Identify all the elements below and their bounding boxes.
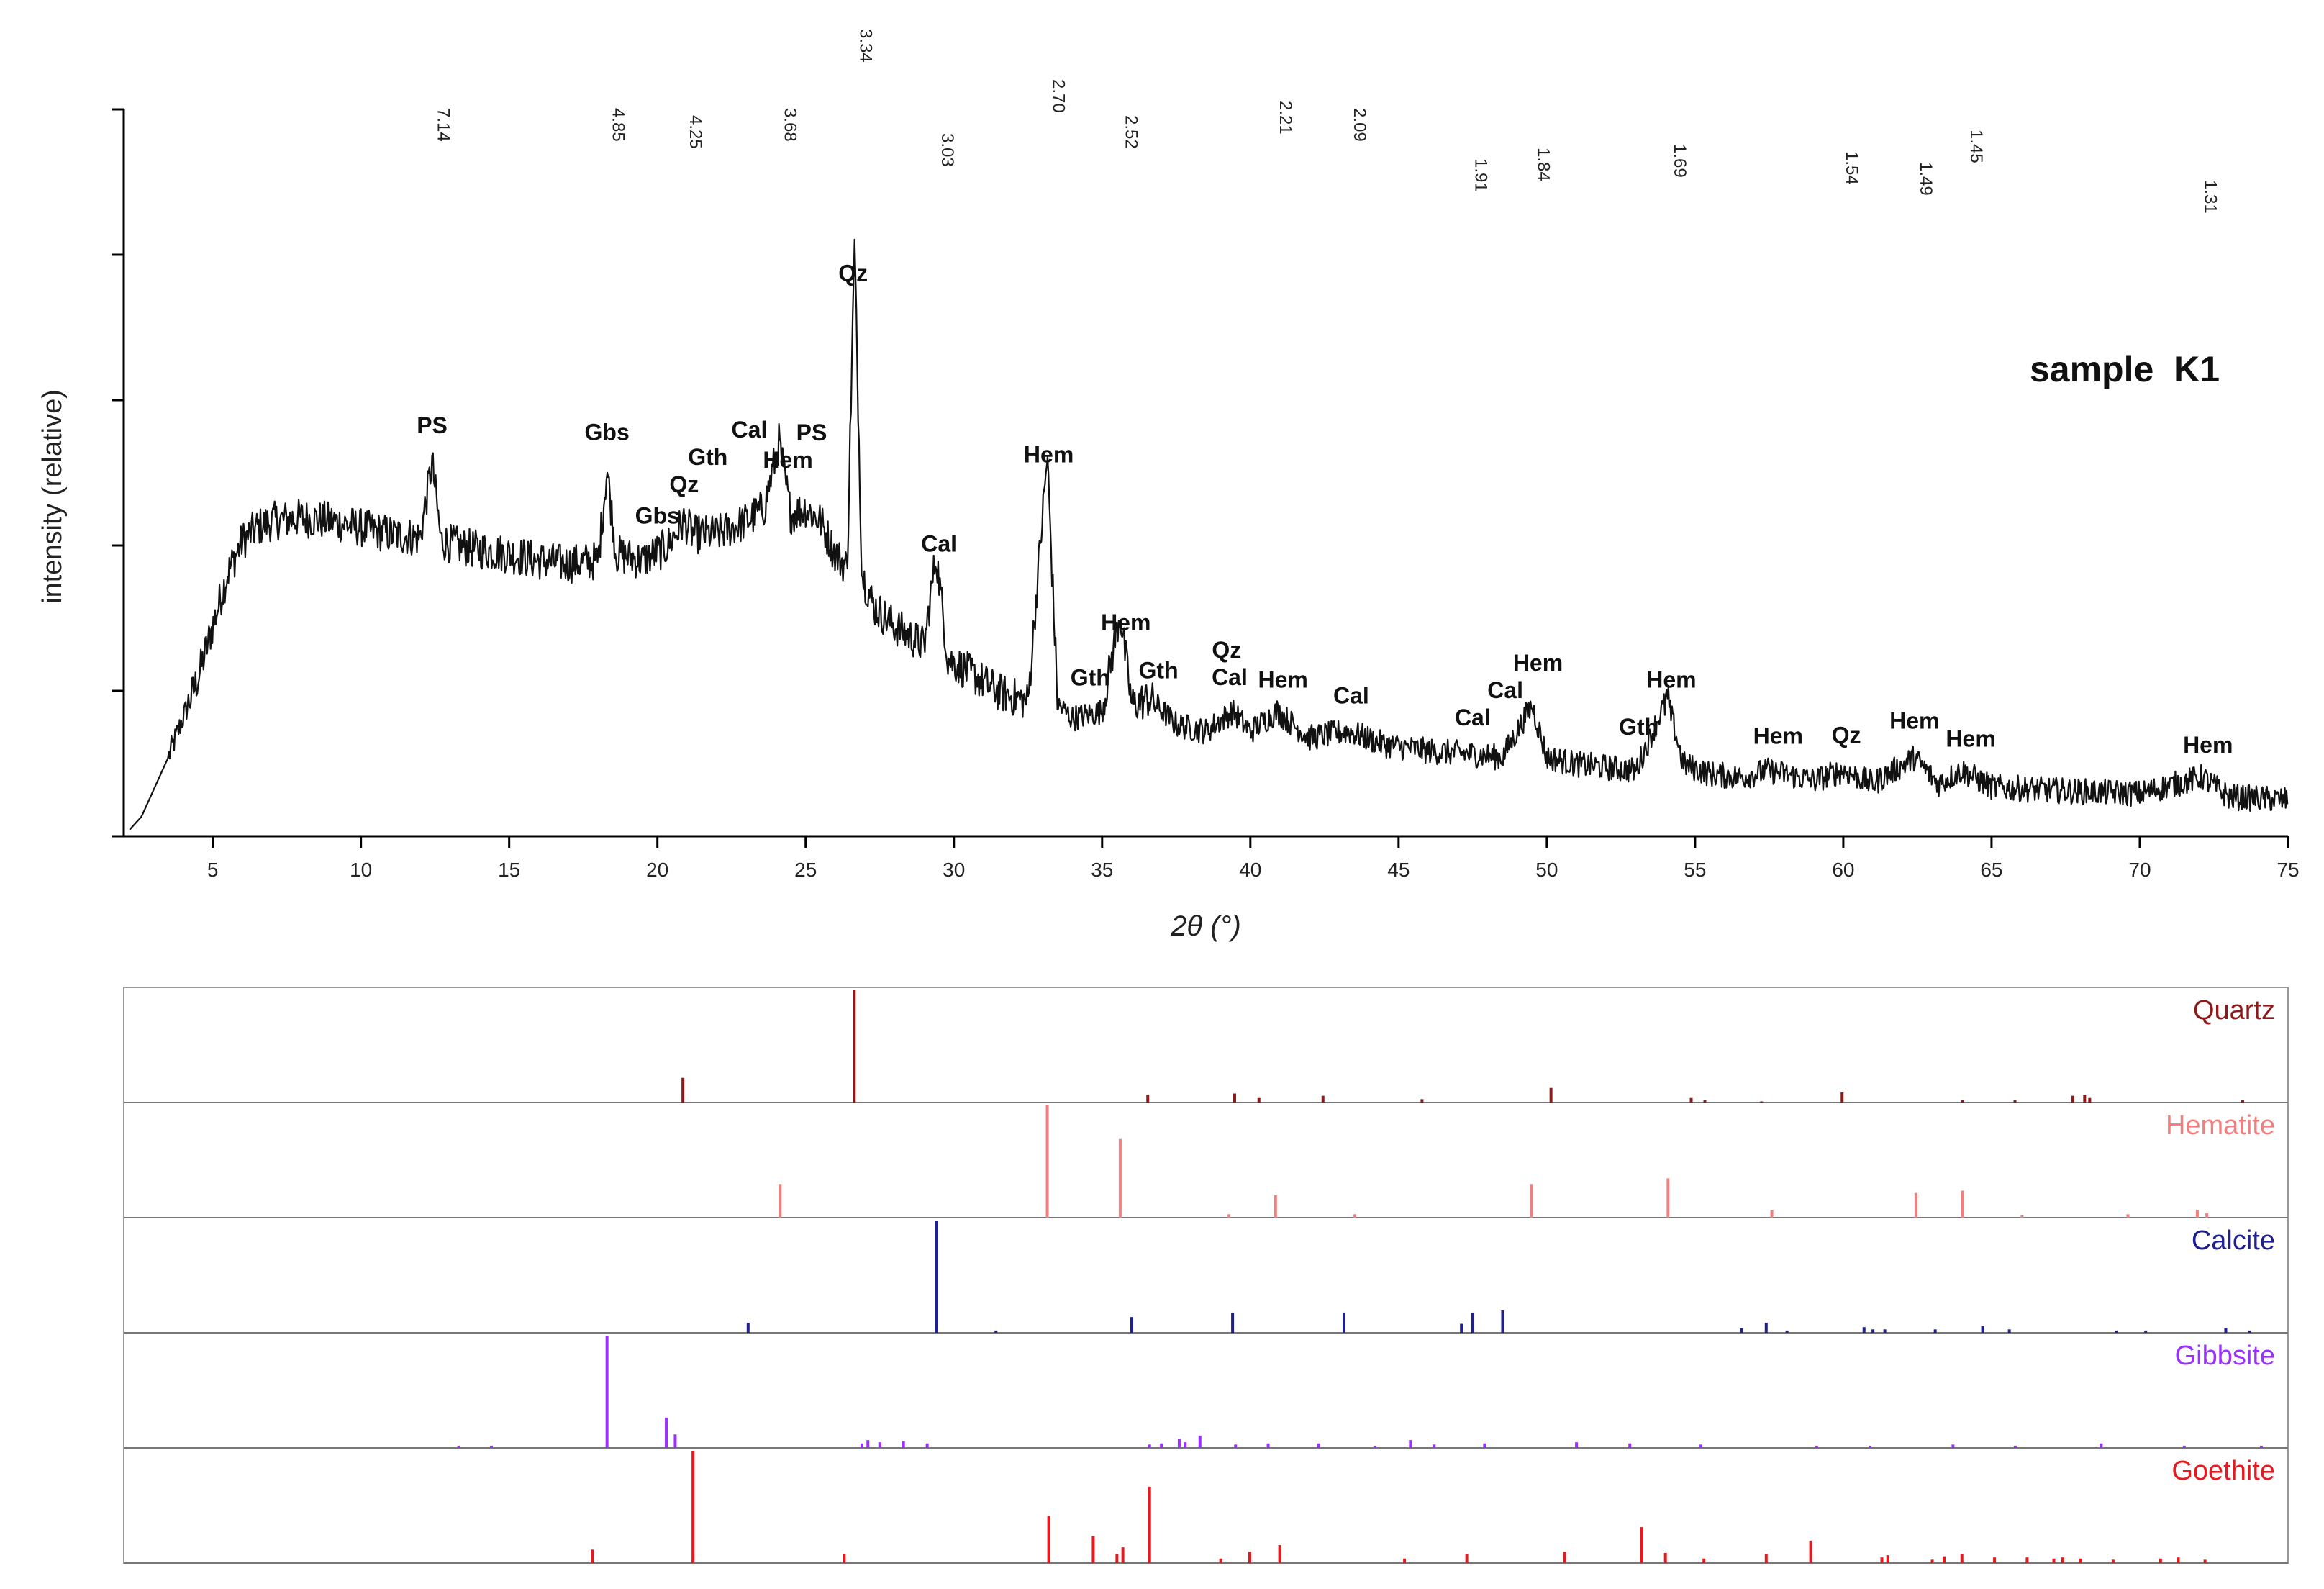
reference-panel-calcite: Calcite <box>124 1221 2288 1334</box>
peak-annotation: Hem <box>1101 610 1150 635</box>
d-spacing-labels: 7.14 4.85 4.25 3.68 3.34 3.03 2.70 2.52 2.21 2.09… <box>434 29 2220 214</box>
peak-annotation: Gbs <box>585 419 630 445</box>
d-spacing-label: 1.49 <box>1916 162 1935 196</box>
reference-patterns-chart: Quartz Hematite Calcite Gibbsite Goethite <box>123 987 2289 1564</box>
x-tick-label: 60 <box>1832 859 1854 881</box>
reference-panel-goethite: Goethite <box>124 1451 2288 1564</box>
sample-label: sample K1 <box>2030 349 2220 389</box>
x-tick-label: 15 <box>498 859 520 881</box>
d-spacing-label: 3.68 <box>781 108 800 142</box>
peak-annotation: Hem <box>1889 708 1939 734</box>
peak-annotation: Qz <box>838 261 868 286</box>
x-tick-label: 40 <box>1239 859 1261 881</box>
peak-annotation: Cal <box>1455 705 1491 730</box>
d-spacing-label: 2.21 <box>1276 101 1295 135</box>
peak-annotation: Qz <box>1212 637 1241 663</box>
reference-panel-quartz: Quartz <box>124 990 2288 1103</box>
d-spacing-label: 3.03 <box>938 133 957 167</box>
d-spacing-label: 7.14 <box>434 108 453 142</box>
x-tick-label: 50 <box>1535 859 1558 881</box>
d-spacing-label: 4.25 <box>686 115 705 149</box>
d-spacing-label: 2.52 <box>1122 115 1141 149</box>
peak-annotation: Cal <box>921 530 957 556</box>
phase-name-gibbsite: Gibbsite <box>2175 1341 2275 1371</box>
x-tick-label: 10 <box>350 859 372 881</box>
x-tick-label: 35 <box>1091 859 1113 881</box>
peak-annotation: Gbs <box>635 503 680 529</box>
d-spacing-label: 1.69 <box>1670 144 1689 178</box>
peak-annotation: Qz <box>669 471 699 497</box>
peak-annotation: Hem <box>1753 723 1803 749</box>
peak-annotation: Cal <box>1212 664 1248 690</box>
peak-annotation: Hem <box>1258 666 1307 692</box>
x-axis-ticks: 5 10 15 20 25 30 35 40 45 50 55 60 65 70 75 <box>207 836 2300 881</box>
reference-panel-gibbsite: Gibbsite <box>124 1336 2288 1449</box>
peak-annotation: Gth <box>1139 658 1179 684</box>
peak-annotation: Hem <box>1646 666 1696 692</box>
peak-annotation: Gth <box>1071 664 1110 690</box>
xrd-pattern-line <box>129 238 2289 830</box>
d-spacing-label: 4.85 <box>609 108 628 142</box>
x-tick-label: 30 <box>943 859 965 881</box>
x-tick-label: 55 <box>1684 859 1706 881</box>
peak-annotation: Hem <box>763 447 812 473</box>
d-spacing-label: 2.09 <box>1350 108 1369 142</box>
d-spacing-label: 1.31 <box>2200 180 2220 214</box>
d-spacing-label: 1.84 <box>1533 148 1553 181</box>
y-axis-label: intensity (relative) <box>37 389 68 604</box>
d-spacing-label: 1.54 <box>1842 151 1861 185</box>
reference-panel-frame <box>123 987 2289 1564</box>
phase-name-quartz: Quartz <box>2193 995 2275 1026</box>
d-spacing-label: 1.45 <box>1966 130 1986 163</box>
peak-annotation: Cal <box>1487 677 1523 703</box>
x-tick-label: 70 <box>2128 859 2151 881</box>
peak-annotation: Gth <box>1619 714 1658 740</box>
peak-annotation: Qz <box>1832 723 1861 748</box>
x-tick-label: 5 <box>207 859 219 881</box>
phase-name-goethite: Goethite <box>2171 1456 2275 1486</box>
y-axis-ticks <box>112 108 124 838</box>
peak-annotation: Hem <box>2183 732 2233 758</box>
x-tick-label: 45 <box>1387 859 1410 881</box>
peak-annotation: Hem <box>1946 726 1995 752</box>
peak-annotation: Hem <box>1513 650 1563 676</box>
d-spacing-label: 1.91 <box>1471 158 1491 192</box>
d-spacing-label: 2.70 <box>1049 79 1068 113</box>
xrd-pattern-chart: 5 10 15 20 25 30 35 40 45 50 55 60 65 70 75 intensity … <box>37 29 2300 942</box>
reference-panels: Quartz Hematite Calcite Gibbsite Goethite <box>124 990 2288 1564</box>
x-tick-label: 25 <box>794 859 817 881</box>
peak-annotation: PS <box>417 412 448 438</box>
reference-panel-hematite: Hematite <box>124 1105 2288 1218</box>
peak-annotation: Cal <box>732 417 768 443</box>
x-tick-label: 20 <box>646 859 668 881</box>
phase-name-hematite: Hematite <box>2166 1110 2275 1141</box>
peak-annotation: PS <box>796 420 827 445</box>
peak-annotation: Cal <box>1333 683 1369 709</box>
x-tick-label: 65 <box>1980 859 2002 881</box>
x-tick-label: 75 <box>2277 859 2299 881</box>
x-axis-label: 2θ (°) <box>1170 910 1241 942</box>
phase-name-calcite: Calcite <box>2192 1226 2275 1256</box>
peak-annotation: Hem <box>1024 442 1074 468</box>
d-spacing-label: 3.34 <box>856 29 876 63</box>
peak-annotation: Gth <box>688 444 727 470</box>
